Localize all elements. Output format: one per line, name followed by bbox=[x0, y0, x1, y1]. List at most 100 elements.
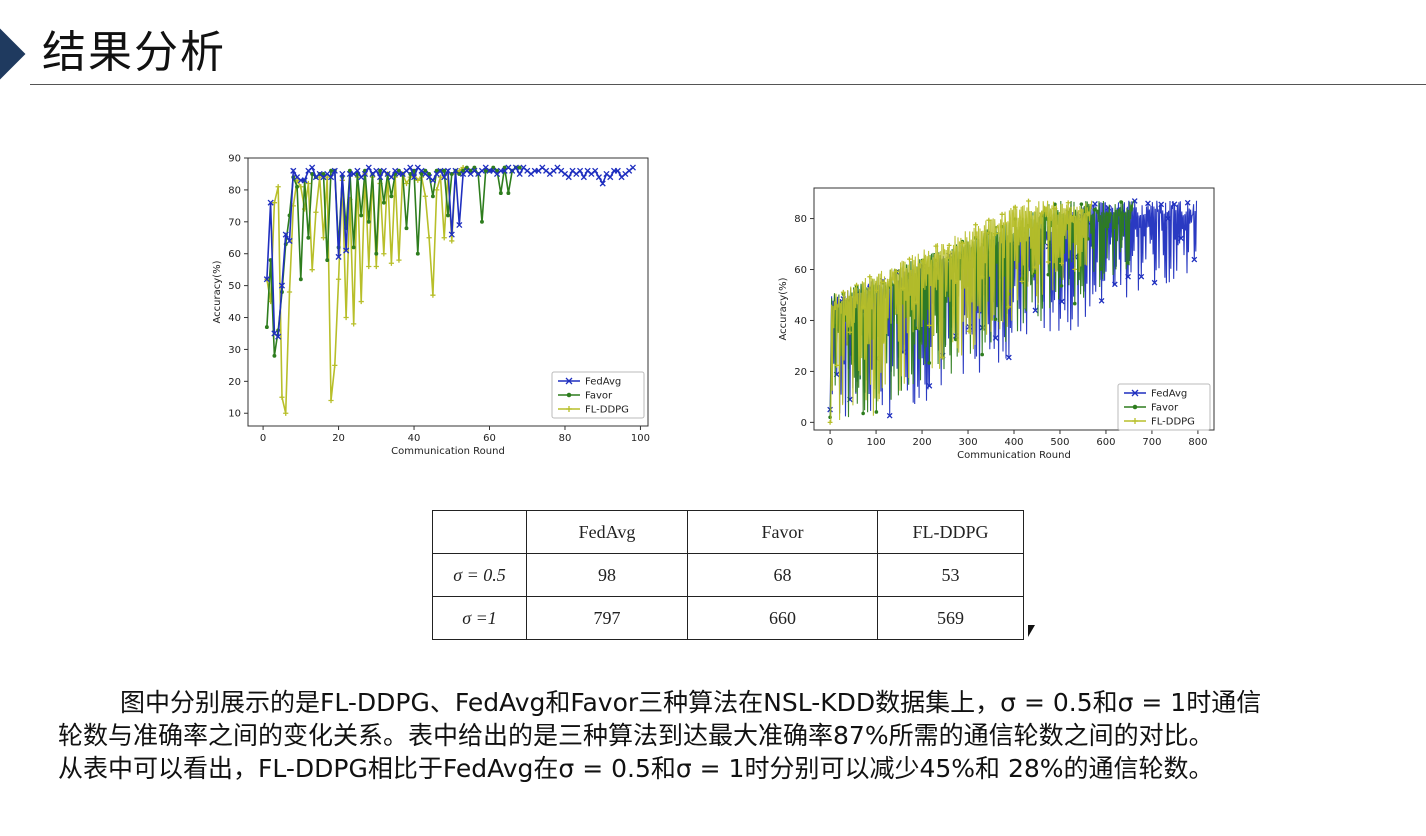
chart1-x-tick-label: 80 bbox=[559, 433, 572, 444]
chart1-data-point bbox=[506, 191, 511, 196]
chart1-data-point bbox=[271, 200, 278, 206]
chart2-data-point bbox=[1171, 201, 1178, 208]
chart2-data-point bbox=[1045, 259, 1051, 265]
chart2-data-point bbox=[1138, 273, 1145, 280]
chart1-data-point bbox=[366, 263, 372, 270]
chart2-data-point bbox=[1125, 273, 1131, 280]
chart1-y-tick-label: 50 bbox=[228, 281, 241, 292]
chart1-data-point bbox=[343, 314, 349, 321]
chart1-data-point bbox=[305, 180, 311, 187]
chart2-data-point bbox=[953, 279, 959, 284]
chart2-x-tick-label: 600 bbox=[1096, 437, 1115, 448]
chart1-data-point bbox=[339, 170, 346, 178]
chart1-data-point bbox=[378, 168, 383, 173]
chart2-data-point bbox=[926, 382, 933, 389]
chart1-data-point bbox=[275, 184, 281, 190]
caption-line-3: 从表中可以看出，FL-DDPG相比于FedAvg在σ = 0.5和σ = 1时分… bbox=[58, 754, 1214, 783]
chart1-data-point bbox=[359, 213, 364, 218]
chart2-data-point bbox=[1026, 198, 1031, 204]
chart2-data-point bbox=[986, 217, 992, 223]
chart1-x-tick-label: 40 bbox=[408, 433, 421, 444]
chart1-data-point bbox=[388, 174, 395, 181]
chart1-legend-label: FL-DDPG bbox=[585, 405, 629, 416]
chart2-data-point bbox=[1039, 210, 1045, 216]
chart2-data-point bbox=[920, 258, 926, 264]
chart1-data-point bbox=[267, 199, 274, 206]
chart1-legend-marker bbox=[566, 406, 572, 412]
chart2-data-point bbox=[840, 289, 846, 295]
chart2-data-point bbox=[933, 243, 939, 249]
chart2-data-point bbox=[861, 411, 865, 416]
chart2-data-point bbox=[1106, 212, 1110, 216]
chart2-x-tick-label: 0 bbox=[827, 437, 833, 448]
table-corner-cell bbox=[432, 510, 527, 554]
chart-sigma-1: 0 100 200 300 400 500 600 700 800 0 20 40 60 80 Commun… bbox=[778, 187, 1215, 461]
chart1-data-point bbox=[351, 321, 357, 327]
chart2-x-tick-label: 700 bbox=[1142, 437, 1161, 448]
chart1-legend: FedAvg Favor FL-DDPG bbox=[551, 371, 645, 419]
chart1-series-fedavg bbox=[263, 164, 636, 340]
chart2-legend-label: FedAvg bbox=[1151, 389, 1187, 400]
chart1-data-point bbox=[430, 292, 436, 298]
table-cell: 53 bbox=[877, 553, 1024, 597]
chart1-legend-label: Favor bbox=[585, 391, 613, 402]
chart2-data-point bbox=[1151, 279, 1158, 286]
chart1-data-point bbox=[577, 167, 584, 174]
chart1-data-point bbox=[415, 251, 420, 256]
chart1-data-point bbox=[332, 362, 338, 368]
chart2-data-point bbox=[993, 231, 998, 237]
chart1-data-point bbox=[495, 168, 500, 173]
chart1-data-point bbox=[373, 167, 380, 174]
chart2-data-point bbox=[966, 328, 972, 334]
chart1-data-point bbox=[279, 394, 285, 400]
chart2-data-point bbox=[913, 299, 919, 305]
chart1-data-point bbox=[448, 231, 455, 238]
chart1-data-point bbox=[366, 219, 371, 224]
chart1-data-point bbox=[298, 184, 304, 190]
chart2-data-point bbox=[880, 279, 886, 285]
chart2-data-point bbox=[1065, 200, 1071, 206]
chart1-x-tick-label: 20 bbox=[332, 433, 345, 444]
chart1-data-point bbox=[452, 167, 459, 174]
chart1-data-point bbox=[388, 260, 394, 266]
chart1-data-point bbox=[295, 184, 300, 189]
chart1-data-point bbox=[595, 174, 603, 181]
chart2-y-axis-label: Accuracy(%) bbox=[778, 277, 789, 340]
chart2-data-point bbox=[1099, 267, 1104, 271]
chart2-x-axis-label: Communication Round bbox=[957, 450, 1071, 461]
chart2-data-point bbox=[979, 274, 985, 280]
chart2-data-point bbox=[873, 288, 879, 293]
chart2-data-point bbox=[1006, 304, 1012, 310]
chart2-data-point bbox=[1164, 215, 1171, 222]
chart1-data-point bbox=[434, 168, 439, 173]
chart1-data-point bbox=[446, 213, 450, 218]
chart1-data-point bbox=[437, 167, 444, 174]
chart1-data-point bbox=[403, 180, 410, 187]
chart2-data-point bbox=[900, 285, 906, 291]
chart1-y-tick-label: 60 bbox=[228, 249, 241, 260]
chart1-data-point bbox=[278, 282, 286, 289]
chart2-data-point bbox=[827, 419, 833, 425]
chart2-data-point bbox=[1032, 264, 1038, 270]
chart1-data-point bbox=[290, 167, 297, 174]
chart1-data-point bbox=[358, 298, 364, 305]
caption-line-2: 轮数与准确率之间的变化关系。表中给出的是三种算法到达最大准确率87%所需的通信轮… bbox=[58, 721, 1214, 750]
chart1-data-point bbox=[441, 235, 447, 241]
chart1-legend-label: FedAvg bbox=[585, 377, 621, 388]
chart2-data-point bbox=[926, 323, 932, 328]
chart2-data-point bbox=[874, 410, 879, 414]
chart1-data-point bbox=[301, 177, 308, 184]
chart1-y-tick-label: 80 bbox=[228, 185, 241, 196]
chart1-x-tick-label: 100 bbox=[631, 433, 650, 444]
chart1-data-point bbox=[373, 263, 379, 270]
chart2-data-point bbox=[1191, 256, 1198, 263]
chart1-data-point bbox=[331, 167, 338, 174]
chart1-data-point bbox=[422, 193, 428, 199]
chart1-data-point bbox=[461, 168, 466, 173]
chart2-x-tick-label: 800 bbox=[1188, 437, 1207, 448]
chart-sigma-0-5: 0 20 40 60 80 100 10 20 30 40 50 60 70 80 90 Communicat… bbox=[212, 154, 650, 458]
table-cell: 797 bbox=[526, 596, 688, 640]
chart1-data-point bbox=[327, 174, 335, 181]
corner-accent-shape bbox=[0, 28, 26, 80]
chart1-data-point bbox=[263, 276, 270, 283]
